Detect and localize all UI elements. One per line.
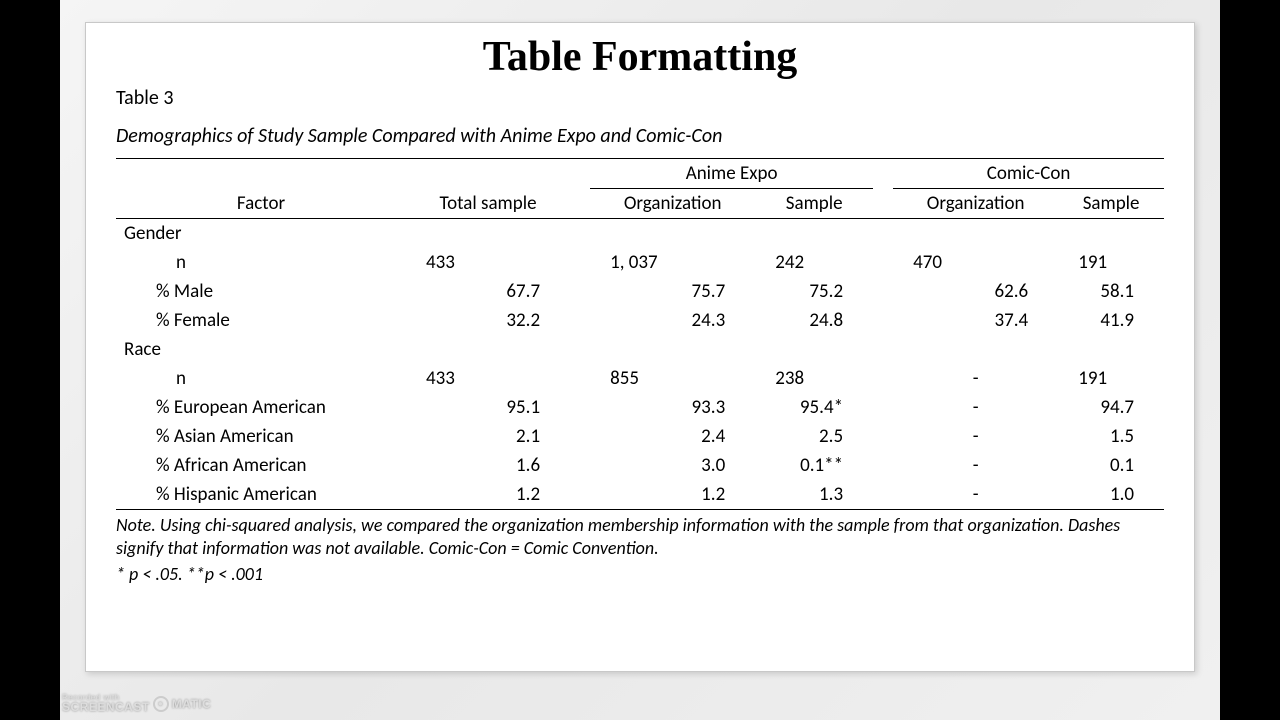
col-header-ae-org: Organization	[590, 189, 755, 219]
section-race: Race	[116, 335, 1164, 364]
table-row: % European American 95.1 93.3 95.4* - 94…	[116, 393, 1164, 422]
significance-note: * p < .05. **p < .001	[116, 563, 1164, 585]
demographics-table: Factor Total sample Anime Expo Comic-Con…	[116, 158, 1164, 510]
col-header-cc-org: Organization	[893, 189, 1058, 219]
table-row: n 433 855 238 - 191	[116, 364, 1164, 393]
screencast-watermark: Recorded with SCREENCAST ● MATIC	[62, 693, 211, 714]
table-row: % Male 67.7 75.7 75.2 62.6 58.1	[116, 277, 1164, 306]
slide-content: Table Formatting Table 3 Demographics of…	[85, 22, 1195, 672]
table-row: % African American 1.6 3.0 0.1** - 0.1	[116, 451, 1164, 480]
table-note: Note. Using chi-squared analysis, we com…	[116, 514, 1164, 559]
section-gender: Gender	[116, 219, 1164, 249]
table-row: % Hispanic American 1.2 1.2 1.3 - 1.0	[116, 480, 1164, 510]
slide-title: Table Formatting	[116, 33, 1164, 81]
table-row: n 433 1, 037 242 470 191	[116, 248, 1164, 277]
col-group-anime-expo: Anime Expo	[590, 159, 873, 189]
col-group-comic-con: Comic-Con	[893, 159, 1164, 189]
col-header-ae-sample: Sample	[755, 189, 873, 219]
col-header-cc-sample: Sample	[1058, 189, 1164, 219]
table-row: % Asian American 2.1 2.4 2.5 - 1.5	[116, 422, 1164, 451]
col-header-factor: Factor	[116, 159, 406, 219]
table-number: Table 3	[116, 86, 1164, 110]
table-caption: Demographics of Study Sample Compared wi…	[116, 124, 1164, 148]
section-label-gender: Gender	[116, 219, 406, 249]
section-label-race: Race	[116, 335, 406, 364]
table-row: % Female 32.2 24.3 24.8 37.4 41.9	[116, 306, 1164, 335]
record-icon: ●	[153, 696, 169, 712]
col-header-total: Total sample	[406, 159, 570, 219]
